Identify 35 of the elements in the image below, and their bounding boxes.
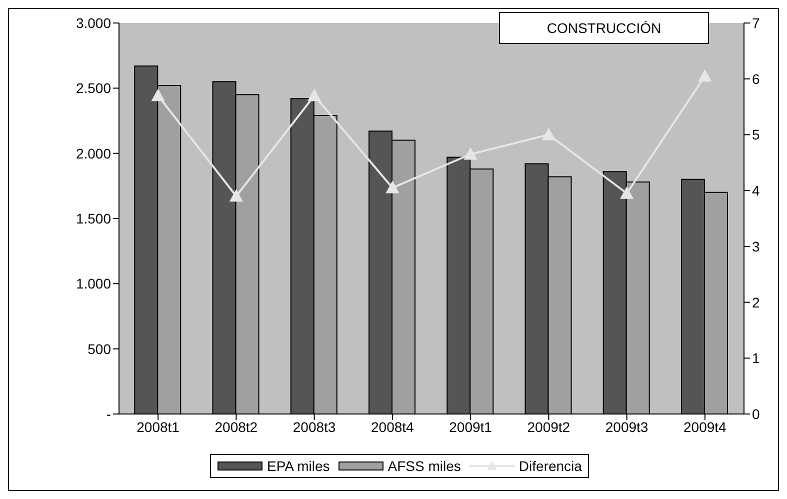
y2-tick-label: 6 (752, 70, 760, 87)
y2-tick-label: 3 (752, 238, 760, 254)
y-tick-label: 3.000 (76, 14, 112, 31)
point (386, 181, 399, 194)
y-tick-label: 500 (88, 340, 112, 357)
y-tick-label: 1.000 (76, 276, 112, 292)
x-tick-label: 2008t3 (292, 418, 336, 435)
legend-label: Diferencia (518, 458, 582, 474)
y-tick-label: 1.500 (76, 210, 112, 226)
x-tick-label: 2008t2 (214, 418, 258, 435)
point (230, 190, 243, 202)
y-tick-label: 2.500 (76, 80, 112, 96)
y2-tick-label: 4 (752, 182, 760, 199)
x-tick-label: 2009t3 (605, 418, 648, 435)
y2-tick-label: 1 (752, 350, 760, 366)
legend-label: AFSS miles (386, 458, 461, 474)
y2-tick-label: 2 (752, 294, 760, 310)
x-tick-label: 2009t4 (684, 418, 727, 435)
legend-label: EPA miles (266, 458, 330, 474)
x-tick-label: 2008t1 (136, 418, 180, 435)
point (464, 148, 478, 160)
point (620, 186, 634, 199)
point (308, 89, 321, 102)
x-tick-label: 2009t1 (449, 418, 492, 435)
point (152, 89, 165, 102)
point (698, 70, 712, 82)
y2-tick-label: 0 (752, 406, 760, 422)
x-tick-label: 2009t2 (527, 418, 570, 435)
title-frame: CONSTRUCCIÓN (499, 12, 709, 44)
y-tick-label: - (106, 406, 112, 422)
point (542, 128, 556, 140)
x-tick-label: 2008t4 (371, 418, 414, 435)
y2-tick-label: 5 (752, 126, 760, 143)
y-tick-label: 2.000 (76, 145, 112, 162)
y2-tick-label: 7 (752, 14, 760, 31)
